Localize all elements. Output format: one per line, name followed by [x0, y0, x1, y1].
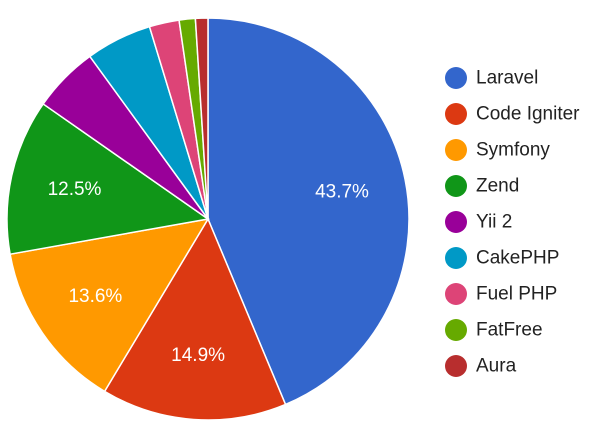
legend-marker-aura [445, 355, 467, 377]
legend-label-laravel: Laravel [476, 68, 538, 89]
pie-slice-symfony [9, 217, 210, 393]
legend-marker-fatfree [445, 319, 467, 341]
pie-slice-labels: 43.7% 14.9% 13.6% 12.5% [48, 179, 369, 366]
legend-label-fatfree: FatFree [476, 320, 543, 341]
legend-marker-zend [445, 175, 467, 197]
legend-marker-cakephp [445, 247, 467, 269]
slice-label-code-igniter: 14.9% [171, 345, 225, 366]
legend-label-yii-2: Yii 2 [476, 212, 512, 233]
pie-slice-code-igniter [103, 217, 287, 421]
pie-slices [6, 17, 410, 421]
legend-marker-symfony [445, 139, 467, 161]
pie-slice-zend [6, 102, 210, 256]
legend-label-symfony: Symfony [476, 140, 550, 161]
slice-label-symfony: 13.6% [68, 286, 122, 307]
legend-label-fuel-php: Fuel PHP [476, 284, 557, 305]
legend-marker-fuel-php [445, 283, 467, 305]
legend-label-aura: Aura [476, 356, 517, 377]
slice-label-laravel: 43.7% [315, 182, 369, 203]
slice-label-zend: 12.5% [48, 179, 102, 200]
pie-slice-laravel [207, 17, 410, 406]
legend-marker-code-igniter [445, 103, 467, 125]
legend-marker-yii-2 [445, 211, 467, 233]
pie-slice-aura [194, 17, 209, 220]
legend-label-code-igniter: Code Igniter [476, 104, 580, 125]
legend-label-cakephp: CakePHP [476, 248, 559, 269]
legend-marker-laravel [445, 67, 467, 89]
legend-label-zend: Zend [476, 176, 519, 197]
legend: Laravel Code Igniter Symfony Zend Yii 2 CakeP… [445, 67, 580, 377]
